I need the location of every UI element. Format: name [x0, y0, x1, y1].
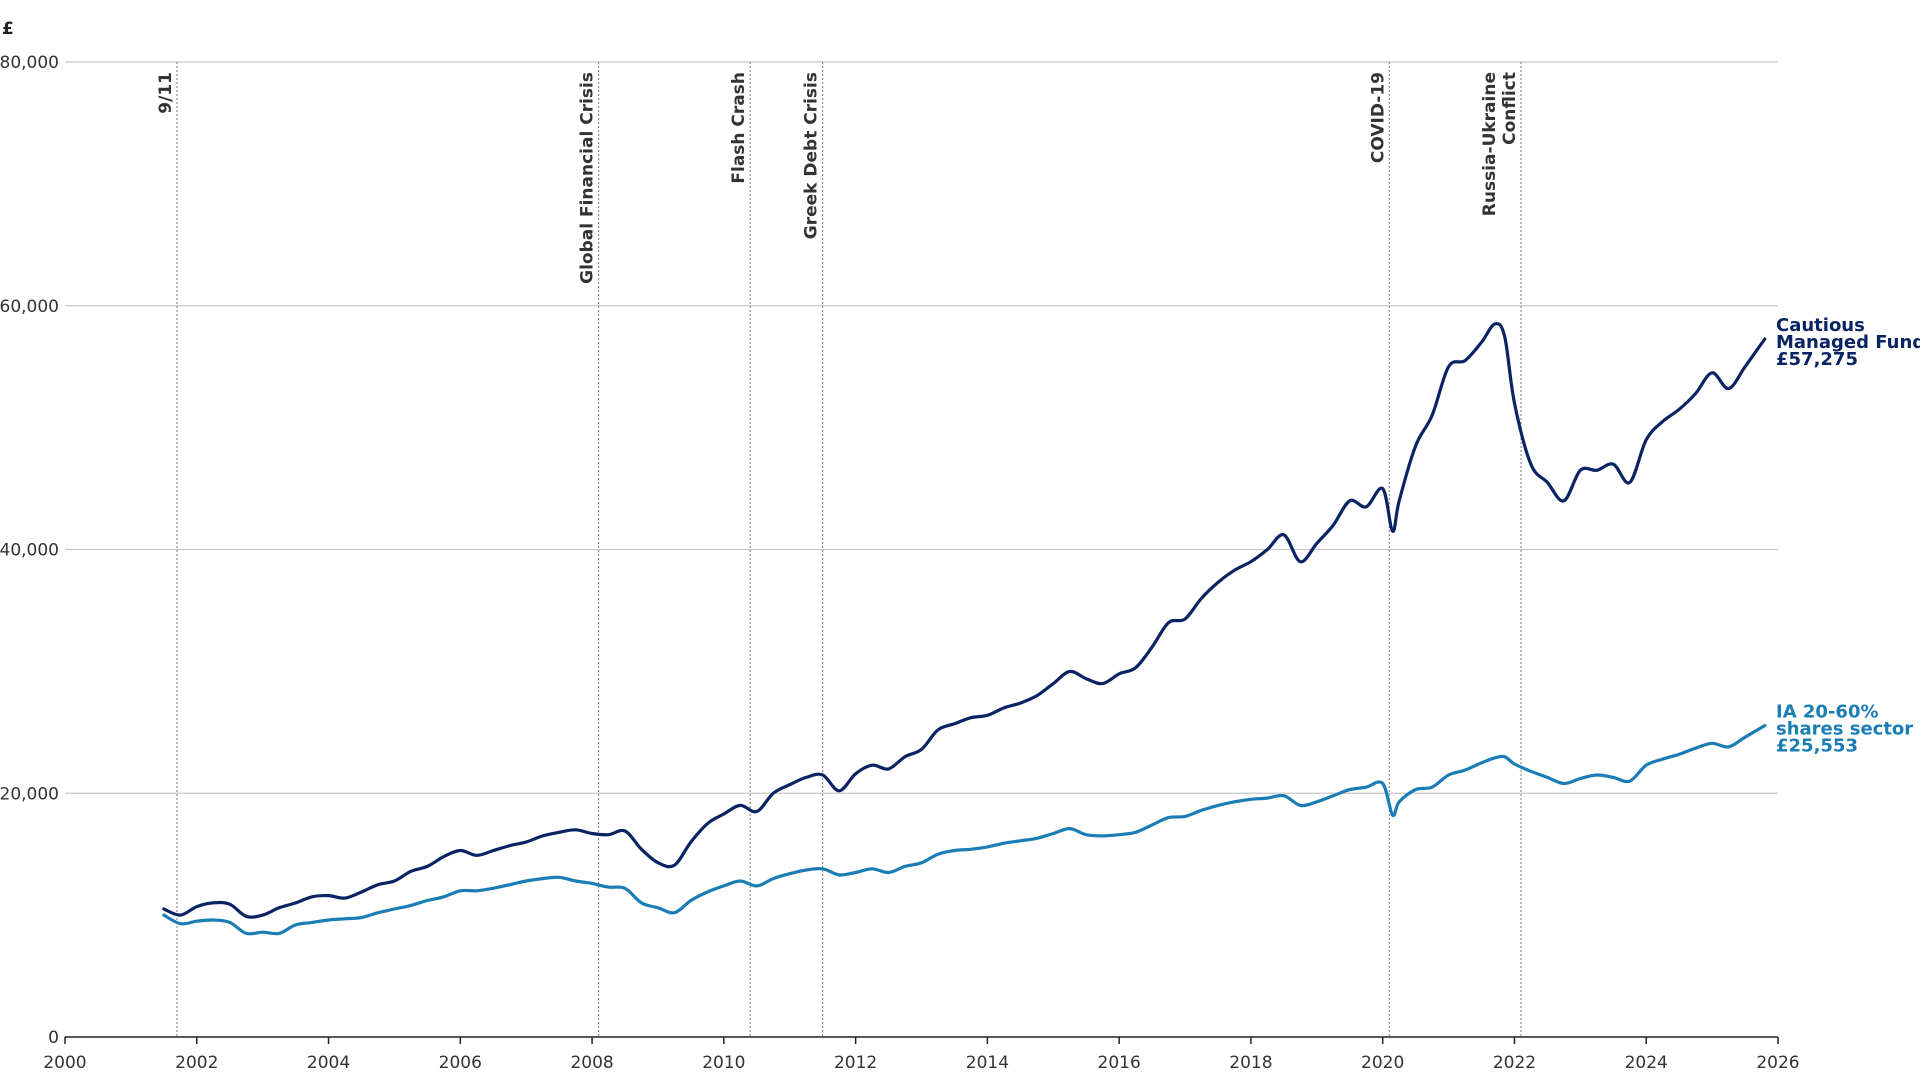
y-tick-label: 0 [48, 1028, 59, 1048]
x-tick-label: 2000 [43, 1053, 86, 1073]
event-label: COVID-19 [1368, 72, 1388, 163]
event-label-text: Flash Crash [729, 72, 749, 184]
event-label-text: COVID-19 [1368, 72, 1388, 163]
x-tick-label: 2012 [834, 1053, 877, 1073]
series-end-label-line: IA 20-60% [1776, 702, 1879, 723]
y-axis-label: £ [2, 19, 14, 39]
event-label-text: Conflict [1500, 72, 1520, 145]
x-tick-label: 2016 [1098, 1053, 1141, 1073]
x-tick-label: 2020 [1361, 1053, 1404, 1073]
x-tick-label: 2024 [1625, 1053, 1668, 1073]
series-end-label-line: shares sector [1776, 719, 1913, 740]
x-tick-label: 2010 [702, 1053, 745, 1073]
y-tick-label: 40,000 [0, 541, 59, 561]
y-tick-label: 80,000 [0, 53, 59, 73]
x-tick-label: 2022 [1493, 1053, 1536, 1073]
event-layer: 9/11 Global Financial Crisis Flash Crash Gr… [156, 62, 1522, 1037]
event-label: 9/11 [156, 72, 176, 114]
event-label: Global Financial Crisis [578, 72, 598, 284]
series-end-label-line: Managed Fund [1776, 332, 1920, 353]
x-tick-label: 2008 [570, 1053, 613, 1073]
y-tick-label: 20,000 [0, 784, 59, 804]
event-label-text: Global Financial Crisis [578, 72, 598, 284]
x-tick-label: 2004 [307, 1053, 350, 1073]
series-end-label-line: Cautious [1776, 315, 1865, 336]
series-line-ia-20-60-shares-sector [162, 724, 1767, 936]
x-tick-label: 2002 [175, 1053, 218, 1073]
label-layer: IA 20-60%shares sector£25,553 CautiousMan… [1776, 315, 1920, 757]
series-end-label-line: £25,553 [1776, 736, 1858, 757]
x-tick-label: 2006 [439, 1053, 482, 1073]
series-end-label: IA 20-60%shares sector£25,553 [1776, 702, 1913, 757]
grid-layer [65, 61, 1778, 794]
axis-layer: 0 20,000 40,000 60,000 80,000 2000 2002 2004 200… [0, 53, 1800, 1073]
x-tick-label: 2018 [1229, 1053, 1272, 1073]
x-tick-label: 2026 [1756, 1053, 1799, 1073]
y-tick-label: 60,000 [0, 297, 59, 317]
series-layer [162, 322, 1767, 936]
series-line-cautious-managed-fund [162, 322, 1767, 919]
x-tick-label: 2014 [966, 1053, 1009, 1073]
event-label: Greek Debt Crisis [802, 72, 822, 239]
event-label-text: Greek Debt Crisis [802, 72, 822, 239]
event-label: Flash Crash [729, 72, 749, 184]
event-label: Russia-Ukraine Conflict [1480, 72, 1520, 216]
event-label-text: 9/11 [156, 72, 176, 114]
series-end-label-line: £57,275 [1776, 349, 1858, 370]
event-label-text: Russia-Ukraine [1480, 72, 1500, 216]
